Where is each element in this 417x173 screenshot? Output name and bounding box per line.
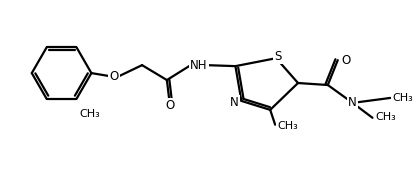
Text: NH: NH [190, 59, 207, 72]
Text: O: O [165, 99, 174, 112]
Text: N: N [348, 96, 357, 109]
Text: CH₃: CH₃ [277, 121, 298, 131]
Text: O: O [342, 54, 351, 67]
Text: CH₃: CH₃ [80, 109, 100, 119]
Text: S: S [274, 50, 282, 63]
Text: N: N [230, 96, 239, 109]
Text: CH₃: CH₃ [392, 93, 413, 103]
Text: CH₃: CH₃ [375, 112, 396, 122]
Text: O: O [110, 70, 119, 83]
